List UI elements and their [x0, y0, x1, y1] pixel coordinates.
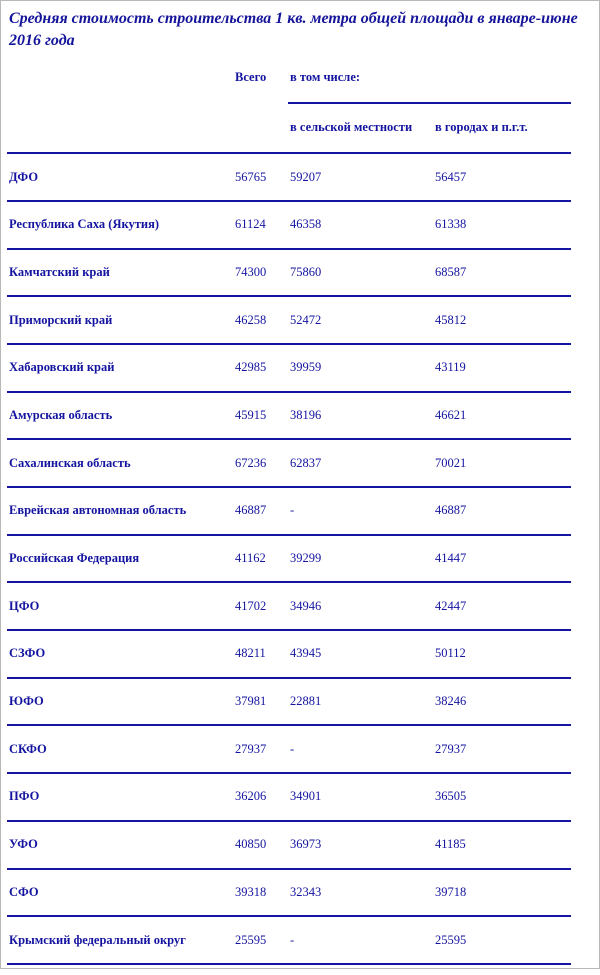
rural-cell: 39959: [290, 360, 322, 375]
region-cell: Республика Саха (Якутия): [9, 217, 160, 232]
total-cell: 74300: [235, 264, 267, 279]
total-cell: 46258: [235, 312, 267, 327]
region-cell: Российская Федерация: [9, 551, 140, 566]
header-row-2: в сельской местности в городах и п.г.т.: [7, 106, 571, 152]
table-row: ЮФО 37981 22881 38246: [7, 676, 571, 725]
total-cell: 41702: [235, 598, 267, 613]
total-cell: 61124: [235, 217, 266, 232]
table-row: Еврейская автономная область 46887 - 46887: [7, 486, 571, 534]
urban-cell: 25595: [435, 932, 467, 947]
header-spacer-1: [7, 106, 233, 120]
rural-cell: 36973: [290, 837, 322, 852]
total-cell: 67236: [235, 455, 267, 470]
header-total: Всего: [235, 70, 267, 85]
table-row: Хабаровский край 42985 39959 43119: [7, 342, 571, 391]
urban-cell: 46887: [435, 503, 467, 518]
table-row: Амурская область 45915 38196 46621: [7, 390, 571, 439]
region-cell: УФО: [9, 837, 38, 852]
table-row: ПФО 36206 34901 36505: [7, 772, 571, 820]
table-row: Российская Федерация 41162 39299 41447: [7, 533, 571, 582]
region-cell: Крымский федеральный округ: [9, 932, 186, 947]
table-row: Камчатский край 74300 75860 68587: [7, 247, 571, 296]
urban-cell: 70021: [435, 455, 467, 470]
region-cell: Приморский край: [9, 312, 113, 327]
urban-cell: 39718: [435, 884, 467, 899]
total-cell: 46887: [235, 503, 267, 518]
rural-cell: 46358: [290, 217, 322, 232]
total-cell: 39318: [235, 884, 267, 899]
urban-cell: 46621: [435, 407, 467, 422]
urban-cell: 41447: [435, 551, 467, 566]
region-cell: СФО: [9, 884, 39, 899]
region-cell: Еврейская автономная область: [9, 503, 187, 518]
region-cell: СЗФО: [9, 646, 46, 661]
urban-cell: 27937: [435, 741, 467, 756]
rural-cell: 59207: [290, 169, 322, 184]
urban-cell: 42447: [435, 598, 467, 613]
region-cell: ПФО: [9, 789, 40, 804]
total-cell: 45915: [235, 407, 267, 422]
region-cell: Хабаровский край: [9, 360, 115, 375]
region-cell: ДФО: [9, 169, 39, 184]
header-urban: в городах и п.г.т.: [435, 120, 528, 135]
total-cell: 56765: [235, 169, 267, 184]
urban-cell: 38246: [435, 694, 467, 709]
urban-cell: 61338: [435, 217, 467, 232]
region-cell: Камчатский край: [9, 264, 110, 279]
table-row: Приморский край 46258 52472 45812: [7, 295, 571, 343]
rural-cell: 75860: [290, 264, 322, 279]
region-cell: СКФО: [9, 741, 47, 756]
rural-cell: 34946: [290, 598, 322, 613]
urban-cell: 45812: [435, 312, 467, 327]
table-row: СФО 39318 32343 39718: [7, 867, 571, 916]
total-cell: 41162: [235, 551, 266, 566]
rural-cell: 43945: [290, 646, 322, 661]
rural-cell: 22881: [290, 694, 322, 709]
urban-cell: 41185: [435, 837, 466, 852]
header-spacer-2: [233, 106, 288, 120]
rural-cell: 32343: [290, 884, 322, 899]
header-including: в том числе:: [288, 68, 571, 105]
header-rural: в сельской местности: [290, 120, 413, 135]
urban-cell: 36505: [435, 789, 467, 804]
document: Средняя стоимость строительства 1 кв. ме…: [1, 8, 599, 975]
total-cell: 37981: [235, 694, 267, 709]
urban-cell: 68587: [435, 264, 467, 279]
region-cell: Амурская область: [9, 407, 113, 422]
rural-cell: 52472: [290, 312, 322, 327]
region-cell: ЦФО: [9, 598, 40, 613]
total-cell: 36206: [235, 789, 267, 804]
table-row: СКФО 27937 - 27937: [7, 724, 571, 772]
table-header: Всего в том числе: в сельской местности …: [7, 68, 571, 152]
region-cell: ЮФО: [9, 694, 44, 709]
table-row: ЦФО 41702 34946 42447: [7, 581, 571, 629]
table-row: Крымский федеральный округ 25595 - 25595: [7, 915, 571, 963]
table-row: ДФО 56765 59207 56457: [7, 152, 571, 200]
urban-cell: 43119: [435, 360, 466, 375]
header-region-spacer: [7, 68, 233, 70]
urban-cell: 56457: [435, 169, 467, 184]
rural-cell: -: [290, 741, 295, 756]
region-cell: Сахалинская область: [9, 455, 131, 470]
total-cell: 27937: [235, 741, 267, 756]
rural-cell: -: [290, 932, 295, 947]
table-row: Республика Саха (Якутия) 61124 46358 61338: [7, 199, 571, 248]
table-row: СЗФО 48211 43945 50112: [7, 629, 571, 677]
page-title: Средняя стоимость строительства 1 кв. ме…: [9, 10, 578, 49]
rural-cell: 34901: [290, 789, 322, 804]
table-row: Сахалинская область 67236 62837 70021: [7, 438, 571, 486]
rural-cell: -: [290, 503, 295, 518]
rural-cell: 62837: [290, 455, 322, 470]
total-cell: 25595: [235, 932, 267, 947]
table-body: ДФО 56765 59207 56457 Республика Саха (Якути…: [7, 152, 571, 965]
header-row-1: Всего в том числе:: [7, 68, 571, 106]
rural-cell: 39299: [290, 551, 322, 566]
urban-cell: 50112: [435, 646, 466, 661]
table-row: УФО 40850 36973 41185: [7, 819, 571, 868]
total-cell: 48211: [235, 646, 266, 661]
total-cell: 40850: [235, 837, 267, 852]
total-cell: 42985: [235, 360, 267, 375]
rural-cell: 38196: [290, 407, 322, 422]
